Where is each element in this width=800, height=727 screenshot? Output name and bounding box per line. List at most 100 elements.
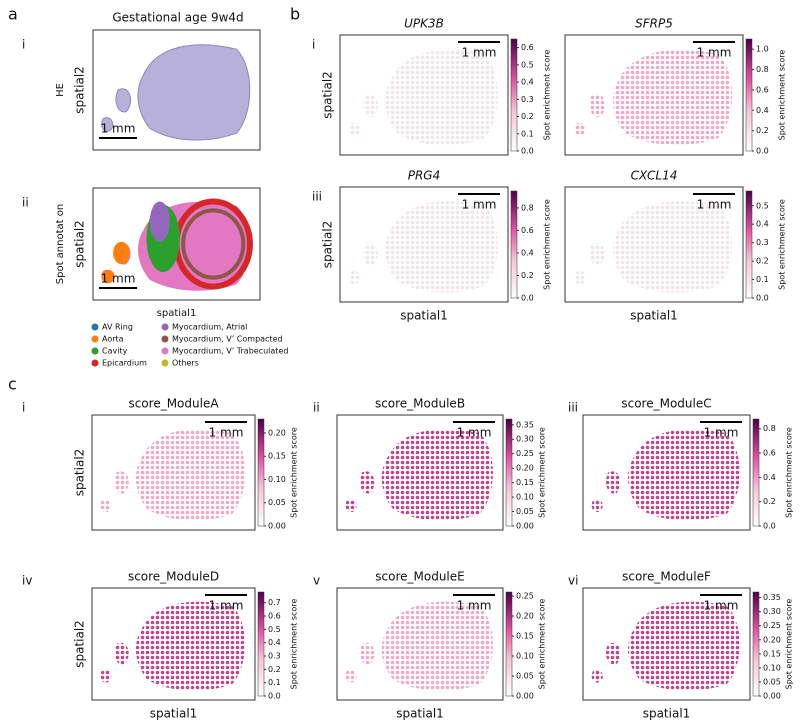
colorbar-tick-label: 0.20 (516, 612, 534, 621)
colorbar-tick-label: 0.15 (516, 632, 534, 641)
x-axis-label: spatial1 (150, 707, 198, 721)
colorbar-tick-label: 0.25 (516, 592, 534, 601)
panel-label: c (8, 375, 17, 394)
colorbar-label: Spot enrichment score (538, 599, 547, 690)
plot-title: UPK3B (404, 17, 444, 31)
x-axis-label: spatial1 (400, 309, 448, 323)
colorbar-tick-label: 0.2 (521, 271, 534, 280)
y-axis-label: spatial2 (73, 66, 87, 114)
plot-title: score_ModuleF (622, 570, 711, 584)
panel-title: Gestational age 9w4d (112, 11, 243, 25)
legend-label: Aorta (102, 335, 124, 344)
colorbar-tick-label: 0.5 (268, 625, 281, 634)
scale-bar-label: 1 mm (209, 426, 244, 440)
colorbar (505, 591, 513, 697)
plot-numeral: i (22, 401, 25, 415)
legend-swatch (91, 347, 99, 355)
colorbar-tick-label: 0.3 (521, 95, 534, 104)
scale-bar-label: 1 mm (101, 272, 136, 286)
colorbar-tick-label: 0.00 (516, 522, 534, 531)
legend-swatch (161, 323, 169, 331)
colorbar-tick-label: 0.6 (268, 612, 281, 621)
colorbar-tick-label: 0.5 (756, 201, 769, 210)
colorbar (505, 418, 513, 527)
colorbar-label: Spot enrichment score (785, 427, 794, 518)
colorbar-tick-label: 1.0 (756, 45, 769, 54)
plot-title: score_ModuleD (128, 570, 219, 584)
colorbar (752, 418, 760, 527)
row-label: Spot annotat on (55, 204, 66, 284)
spatial-spots (591, 429, 740, 521)
colorbar-label: Spot enrichment score (778, 199, 787, 290)
colorbar (752, 591, 760, 697)
colorbar-tick-label: 0.0 (756, 147, 769, 156)
colorbar-tick-label: 0.05 (268, 498, 286, 507)
scale-bar-label: 1 mm (101, 122, 136, 136)
colorbar-tick-label: 0.2 (756, 257, 769, 266)
colorbar-tick-label: 0.4 (268, 638, 281, 647)
plot-title: CXCL14 (631, 169, 678, 183)
colorbar-label: Spot enrichment score (785, 599, 794, 690)
annot-region (101, 269, 115, 284)
colorbar-tick-label: 0.2 (268, 665, 281, 674)
colorbar-tick-label: 0.10 (516, 652, 534, 661)
colorbar-tick-label: 0.8 (763, 424, 776, 433)
colorbar-tick-label: 0.0 (763, 522, 776, 531)
colorbar-tick-label: 0.10 (268, 475, 286, 484)
colorbar-tick-label: 0.35 (516, 420, 534, 429)
spatial-spots (100, 601, 246, 691)
panel-label: a (8, 5, 18, 24)
scale-bar-label: 1 mm (697, 198, 732, 212)
plot-title: score_ModuleB (375, 397, 465, 411)
scale-bar-label: 1 mm (704, 599, 739, 613)
colorbar-tick-label: 0.1 (521, 129, 534, 138)
colorbar-tick-label: 0.0 (756, 294, 769, 303)
plot-numeral: i (312, 38, 315, 52)
legend-label: Myocardium, V’ Compacted (172, 335, 283, 344)
colorbar-tick-label: 0.8 (756, 65, 769, 74)
colorbar-tick-label: 0.00 (268, 522, 286, 531)
colorbar-tick-label: 0.2 (756, 126, 769, 135)
he-tissue (101, 44, 251, 141)
y-axis-label: spatial2 (73, 220, 87, 268)
panel-label: b (290, 5, 300, 24)
legend-swatch (91, 335, 99, 343)
legend-swatch (161, 359, 169, 367)
legend-swatch (91, 323, 99, 331)
x-axis-label: spatial1 (643, 707, 691, 721)
y-axis-label: spatial2 (73, 620, 87, 668)
colorbar-tick-label: 0.00 (516, 692, 534, 701)
colorbar-tick-label: 0.30 (516, 435, 534, 444)
plot-title: SFRP5 (635, 17, 673, 31)
colorbar-tick-label: 0.15 (268, 452, 286, 461)
colorbar-tick-label: 0.6 (521, 226, 534, 235)
colorbar-label: Spot enrichment score (543, 50, 552, 141)
spatial-spots (591, 601, 740, 691)
annot-region (113, 241, 130, 265)
spatial-spots (345, 429, 493, 521)
plot-numeral: v (313, 574, 320, 588)
plot-title: score_ModuleE (375, 570, 464, 584)
scale-bar-label: 1 mm (462, 46, 497, 60)
colorbar-tick-label: 0.20 (763, 635, 781, 644)
scale-bar-label: 1 mm (209, 599, 244, 613)
annot-region (149, 201, 170, 242)
plot-numeral: iii (568, 401, 578, 415)
colorbar (257, 591, 265, 697)
colorbar-tick-label: 0.25 (763, 621, 781, 630)
legend-label: Myocardium, V’ Trabeculated (172, 347, 288, 356)
colorbar-tick-label: 0.30 (763, 607, 781, 616)
colorbar-tick-label: 0.6 (763, 449, 776, 458)
scale-bar-label: 1 mm (457, 599, 492, 613)
colorbar-tick-label: 0.1 (756, 275, 769, 284)
colorbar-tick-label: 0.25 (516, 449, 534, 458)
spatial-spots (348, 201, 498, 293)
colorbar-tick-label: 0.6 (756, 85, 769, 94)
plot-title: score_ModuleA (128, 397, 219, 411)
colorbar-tick-label: 0.0 (521, 147, 534, 156)
annot-region (181, 208, 246, 280)
scale-bar-label: 1 mm (457, 426, 492, 440)
colorbar-tick-label: 0.15 (763, 649, 781, 658)
x-axis-label: spatial1 (396, 707, 444, 721)
